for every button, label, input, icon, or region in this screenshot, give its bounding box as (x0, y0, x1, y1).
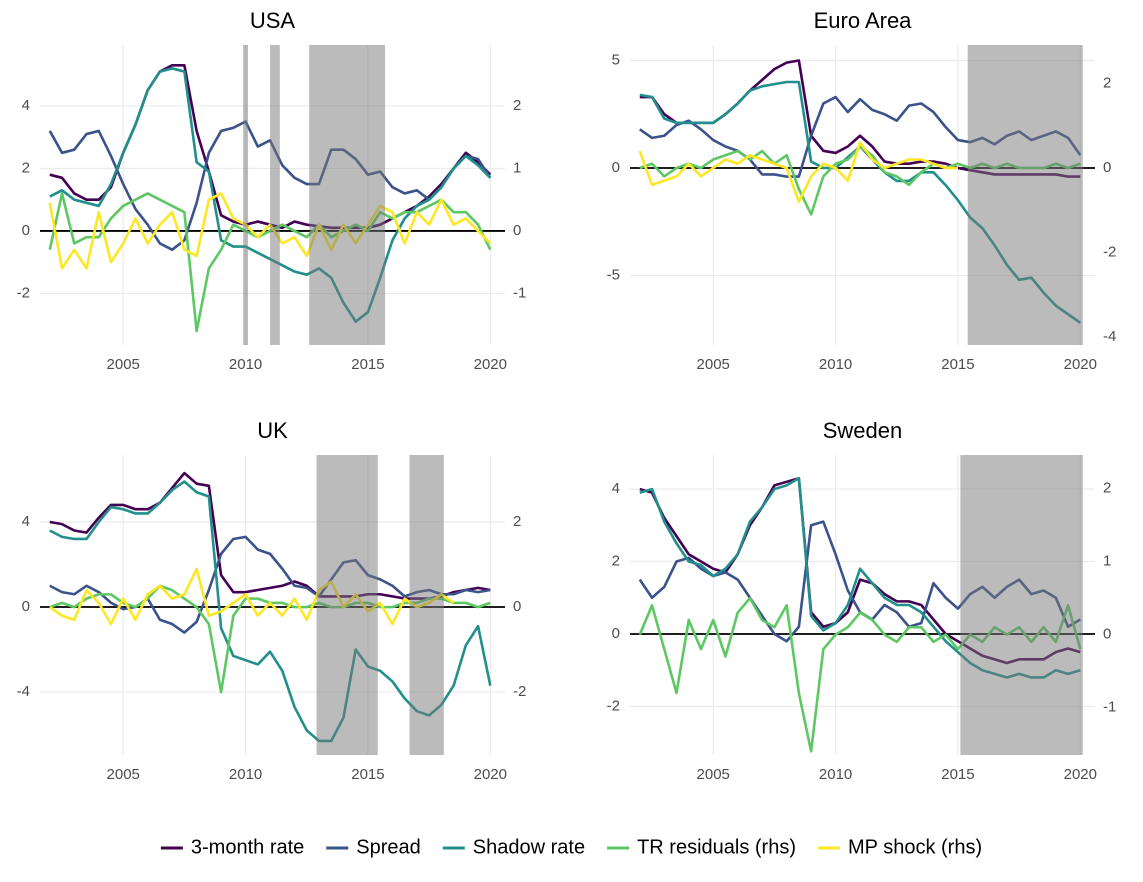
y-tick-label: 0 (22, 598, 30, 615)
y-tick-label: 2 (22, 159, 30, 176)
x-tick-label: 2005 (697, 766, 730, 783)
panel-title: UK (257, 418, 288, 443)
series-line (48, 120, 492, 251)
x-tick-label: 2020 (474, 766, 507, 783)
y-tick-label: 0 (612, 625, 620, 642)
shaded-period (409, 455, 444, 755)
y-tick-label: 0 (612, 159, 620, 176)
y-tick-label: 5 (612, 51, 620, 68)
y2-tick-label: -4 (1103, 328, 1116, 345)
y-tick-label: -2 (607, 697, 620, 714)
y2-tick-label: -2 (1103, 243, 1116, 260)
legend-label: Shadow rate (473, 836, 585, 858)
x-tick-label: 2005 (107, 766, 140, 783)
legend: 3-month rate Spread Shadow rate TR residual… (160, 836, 982, 858)
x-tick-label: 2005 (697, 356, 730, 373)
series-line (638, 141, 958, 204)
y-tick-label: 4 (612, 480, 620, 497)
y2-tick-label: -1 (1103, 699, 1116, 716)
shaded-period (967, 45, 1083, 345)
x-tick-label: 2020 (474, 356, 507, 373)
y-tick-label: 2 (612, 552, 620, 569)
y2-tick-label: -1 (513, 284, 526, 301)
y2-tick-label: -2 (513, 683, 526, 700)
panel-title: Euro Area (814, 8, 913, 33)
y-tick-label: -5 (607, 267, 620, 284)
x-tick-label: 2020 (1064, 766, 1097, 783)
series-line (49, 567, 455, 626)
y2-tick-label: 0 (513, 598, 521, 615)
panel-title: Sweden (823, 418, 903, 443)
x-tick-label: 2015 (941, 766, 974, 783)
x-tick-label: 2015 (351, 356, 384, 373)
legend-label: TR residuals (rhs) (637, 836, 796, 858)
legend-label: 3-month rate (191, 836, 304, 858)
shaded-period (243, 45, 249, 345)
shaded-period (270, 45, 280, 345)
x-tick-label: 2010 (229, 356, 262, 373)
series-line (48, 192, 492, 270)
shaded-period (316, 455, 378, 755)
x-tick-label: 2010 (229, 766, 262, 783)
y2-tick-label: 2 (513, 513, 521, 530)
y-tick-label: -2 (17, 284, 30, 301)
x-tick-label: 2015 (941, 356, 974, 373)
y2-tick-label: 2 (1103, 74, 1111, 91)
y2-tick-label: 2 (513, 97, 521, 114)
x-tick-label: 2010 (819, 356, 852, 373)
legend-label: MP shock (rhs) (848, 836, 982, 858)
y2-tick-label: 1 (513, 159, 521, 176)
shaded-period (960, 455, 1083, 755)
x-tick-label: 2015 (351, 766, 384, 783)
x-tick-label: 2020 (1064, 356, 1097, 373)
x-tick-label: 2005 (107, 356, 140, 373)
y-tick-label: 4 (22, 97, 30, 114)
y-tick-label: 4 (22, 513, 30, 530)
y-tick-label: -4 (17, 683, 30, 700)
y2-tick-label: 0 (1103, 626, 1111, 643)
series-line (49, 67, 492, 323)
y2-tick-label: 0 (513, 222, 521, 239)
x-tick-label: 2010 (819, 766, 852, 783)
legend-label: Spread (356, 836, 421, 858)
shaded-period (309, 45, 386, 345)
y2-tick-label: 1 (1103, 553, 1111, 570)
y2-tick-label: 0 (1103, 159, 1111, 176)
panel-title: USA (250, 8, 296, 33)
y2-tick-label: 2 (1103, 480, 1111, 497)
y-tick-label: 0 (22, 222, 30, 239)
